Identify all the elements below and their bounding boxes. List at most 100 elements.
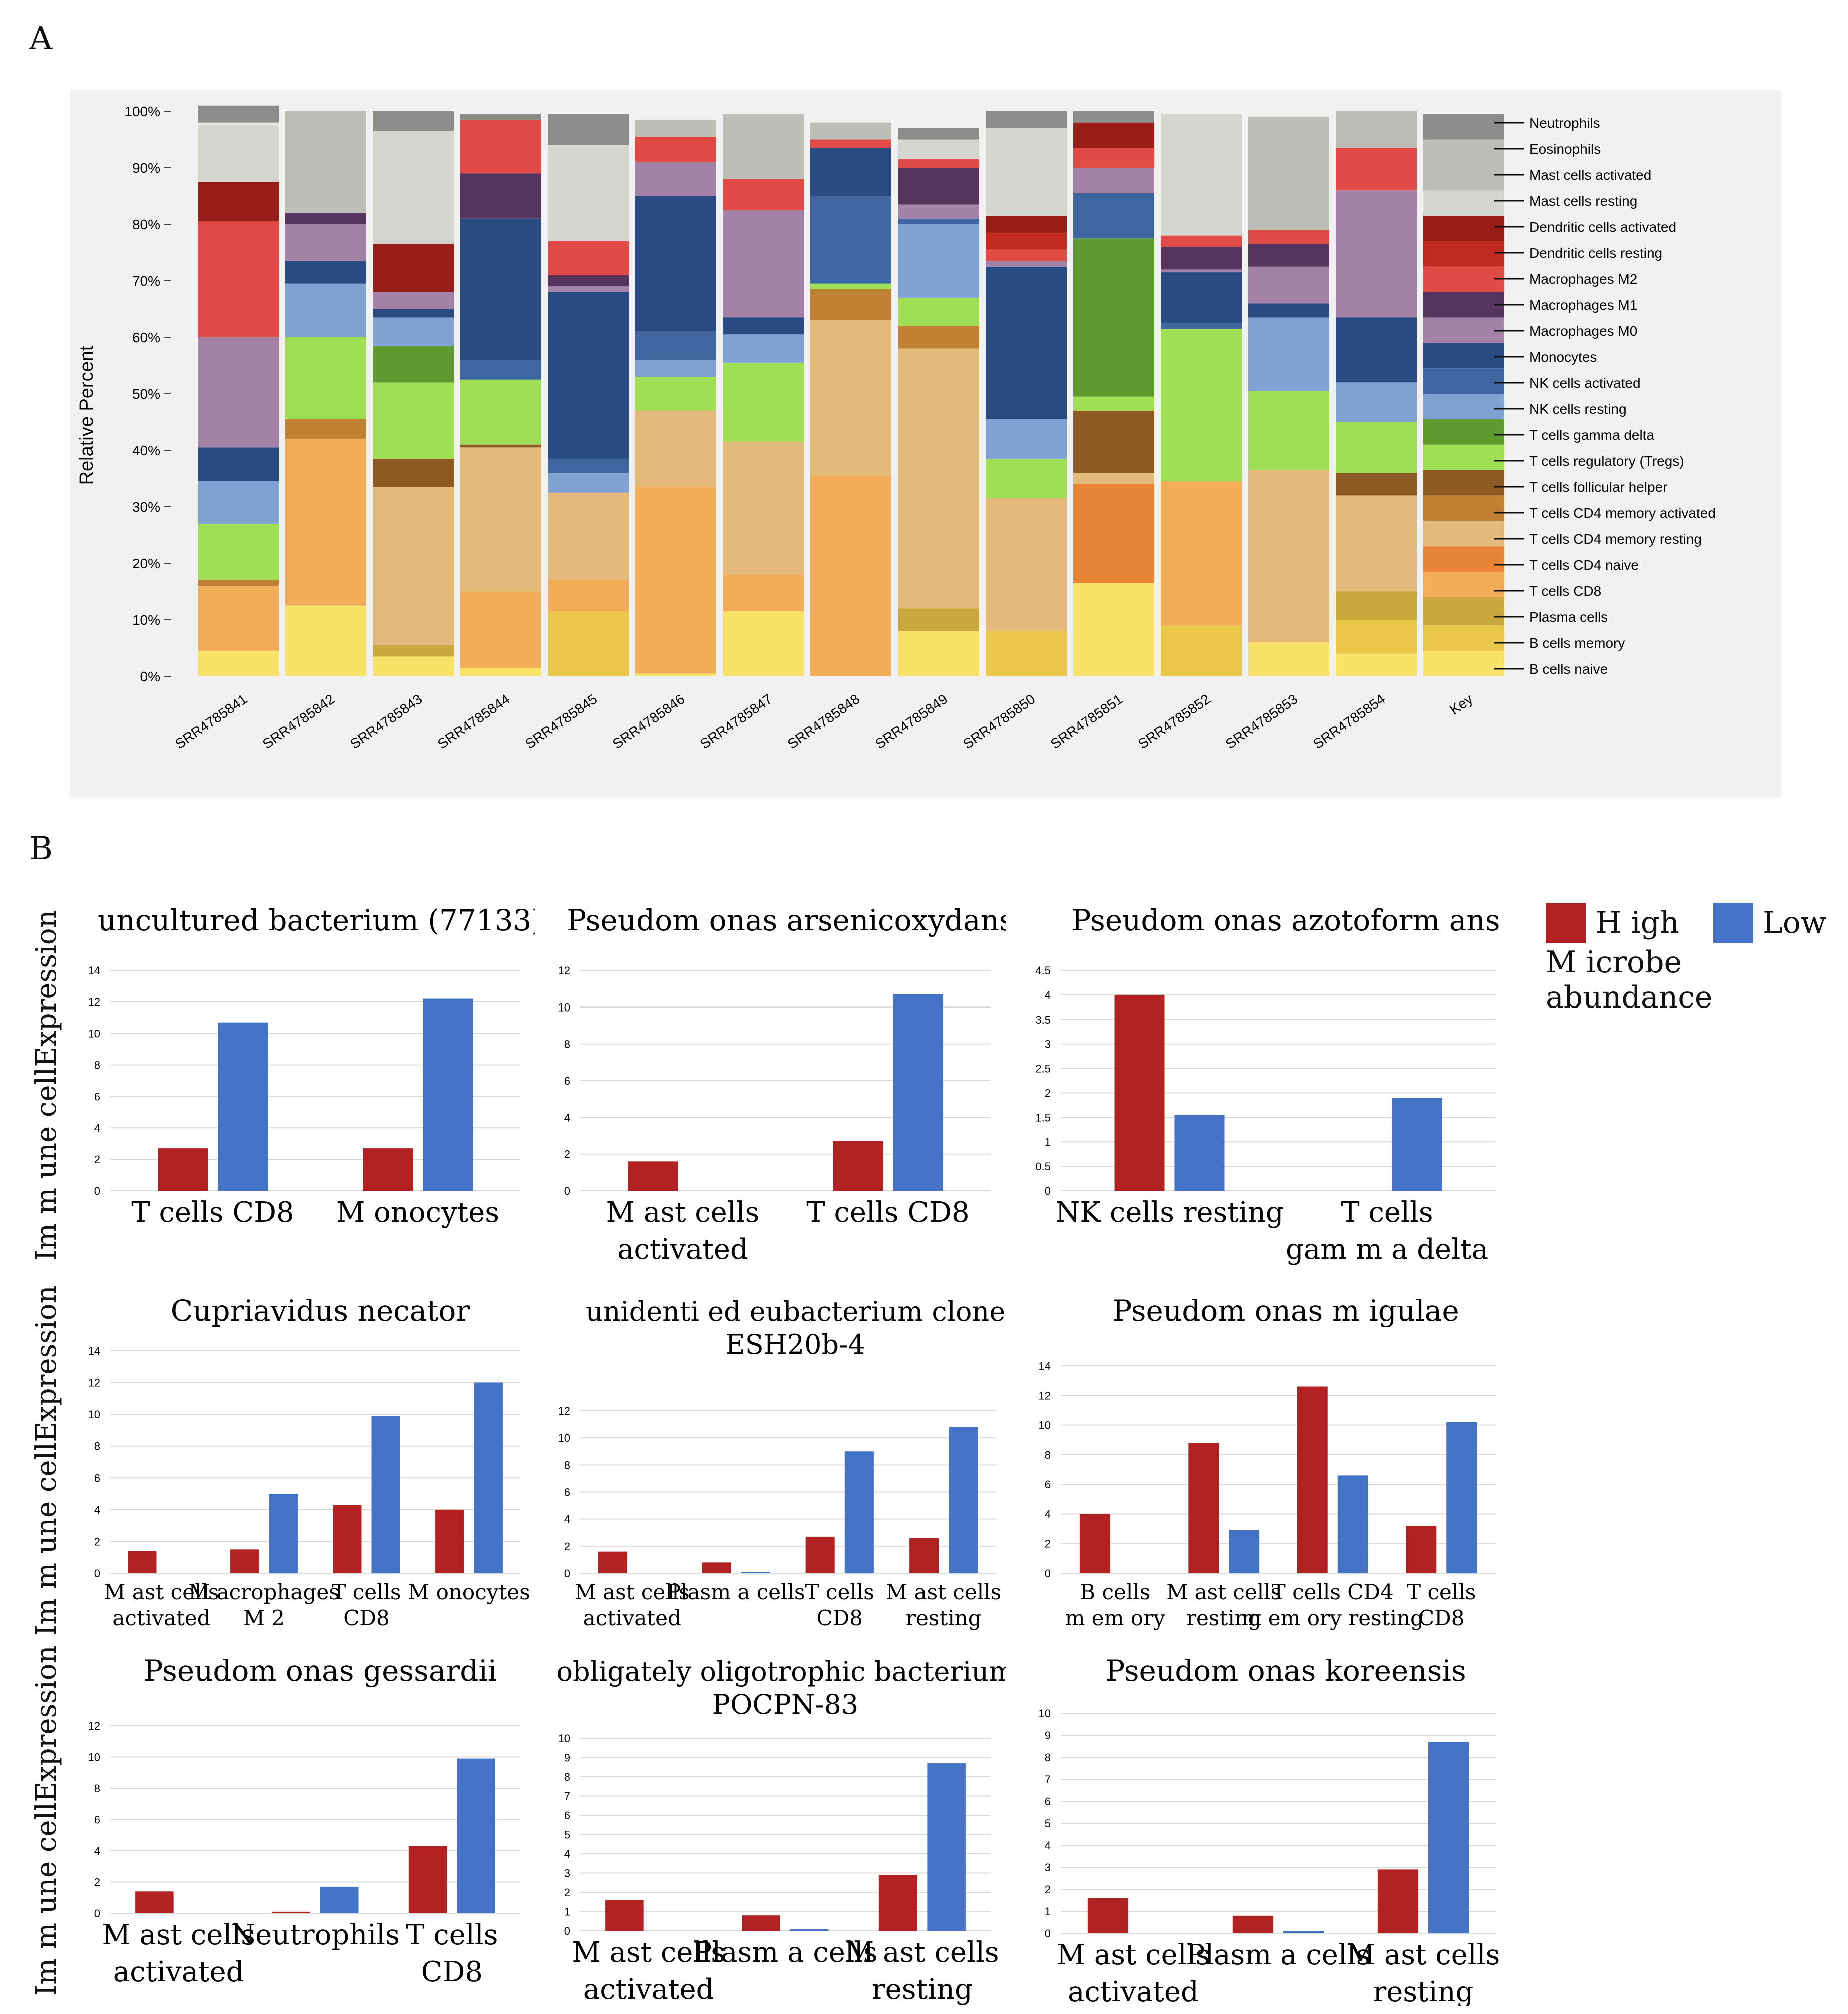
stacked-segment [723,611,804,676]
y-tick-label: 9 [564,1752,570,1764]
stacked-segment [898,139,979,160]
y-tick-label: 10 [88,1408,100,1421]
x-category-label: M ast cells [1347,1939,1500,1971]
stacked-segment [1161,625,1242,676]
legend-caption: M icrobe abundance [1546,945,1713,1015]
x-category-label: Plasm a cells [667,1580,805,1604]
y-tick-label: 4 [1045,989,1051,1001]
y-tick-label: 10 [558,1732,570,1745]
stacked-segment [1073,168,1154,193]
legend-low-swatch [1713,903,1753,943]
y-tick-label: 6 [1045,1795,1051,1808]
bar-low [1229,1530,1260,1573]
bar-low [1446,1422,1477,1573]
legend-entry: Mast cells activated [1529,167,1651,183]
panel-b-ylabel-row3: Im m une cellExpression [30,1645,63,1996]
stacked-segment [548,286,629,292]
stacked-segment [723,442,804,575]
stacked-segment [1073,410,1154,473]
chart-title: Pseudom onas azotoform ans [1072,903,1500,937]
stacked-segment [1248,391,1329,470]
stacked-segment [810,289,891,321]
stacked-segment [373,645,454,657]
bar-high [605,1900,644,1931]
y-tick-label: 0 [1045,1567,1051,1580]
bar-low [1428,1742,1469,1933]
stacked-segment [898,608,979,631]
stacked-segment [548,473,629,493]
x-category-label: T cells [805,1580,874,1604]
x-category-label: resting [1373,1976,1474,2006]
y-tick-label: 8 [564,1038,570,1051]
bar-chart-svg: Pseudom onas arsenicoxydans 0 2 4 6 8 10 12 M as… [558,903,1006,1266]
stacked-segment [460,173,541,219]
stacked-segment [285,419,366,439]
bar-high [1114,994,1165,1191]
x-category-label: M ast cells [102,1919,255,1951]
chart-title: Pseudom onas gessardii [144,1654,497,1688]
stacked-segment [1161,272,1242,323]
y-tick-label: 2.5 [1035,1063,1051,1075]
stacked-segment [285,605,366,676]
y-tick-label: 2 [94,1876,100,1889]
y-tick-label: 12 [88,1377,100,1389]
stacked-segment [986,498,1067,631]
y-tick-label: 0% [140,669,160,684]
y-tick-label: 4 [564,1848,570,1860]
chart-pseudomonas-arsenicoxydans: Pseudom onas arsenicoxydans 0 2 4 6 8 10 12 M as… [545,895,1006,1276]
x-tick-label: SRR4785844 [435,691,513,752]
stacked-segment [460,668,541,676]
x-tick-label: SRR4785847 [697,691,775,752]
bar-high [833,1141,883,1191]
bar-low [741,1572,770,1573]
stacked-segment [1073,396,1154,411]
y-tick-label: 1 [1045,1136,1051,1148]
x-category-label: T cells [1407,1580,1476,1604]
stacked-segment [723,574,804,612]
y-tick-label: 0 [564,1567,570,1580]
stacked-segment [898,348,979,609]
y-tick-label: 4 [94,1845,100,1857]
y-tick-label: 2 [564,1540,570,1553]
y-tick-label: 6 [94,1472,100,1484]
stacked-segment [198,523,279,580]
stacked-segment [285,111,366,213]
x-category-label: M ast cells [886,1580,1001,1604]
x-tick-label: SRR4785853 [1223,691,1301,752]
stacked-segment [1336,591,1417,620]
y-tick-label: 6 [564,1809,570,1822]
bar-chart-svg: Pseudom onas azotoform ans 0 0.5 1 1.5 2 2.5 3 3… [1035,903,1500,1266]
stacked-segment [810,475,891,676]
y-tick-label: 14 [88,964,100,977]
y-tick-label: 7 [564,1790,570,1803]
y-tick-label: 10 [88,1028,100,1040]
chart-title: POCPN-83 [712,1689,858,1720]
stacked-segment [1423,216,1504,241]
x-category-label: T cells CD4 [1272,1580,1394,1604]
bar-high [628,1161,678,1191]
chart-pseudomonas-migulae: Pseudom onas m igulae 0 2 4 6 8 10 12 14 B cells m… [1026,1286,1516,1636]
stacked-segment [810,139,891,148]
stacked-segment [460,114,541,120]
stacked-segment [810,320,891,476]
bar-low [269,1494,298,1573]
y-tick-label: 60% [132,330,160,345]
stacked-segment [285,213,366,224]
x-category-label: M ast cells [1057,1939,1210,1971]
stacked-segment [986,261,1067,267]
bar-low [1174,1115,1225,1191]
x-tick-label: SRR4785851 [1048,691,1126,752]
chart-unidentified-eubacterium: unidenti ed eubacterium clone ESH20b-4 0 2 4… [545,1286,1016,1636]
legend-entry: T cells follicular helper [1529,479,1668,495]
x-category-label: activated [583,1606,681,1630]
stacked-segment [1336,382,1417,422]
y-tick-label: 5 [564,1829,570,1841]
bar-high [702,1562,731,1573]
x-tick-label: SRR4785854 [1310,691,1388,752]
y-tick-label: 8 [564,1771,570,1783]
y-tick-label: 10 [1039,1707,1051,1720]
bar-high [158,1148,208,1191]
stacked-segment [548,492,629,580]
y-tick-label: 2 [564,1886,570,1899]
x-category-label: M ast cells [575,1580,690,1604]
